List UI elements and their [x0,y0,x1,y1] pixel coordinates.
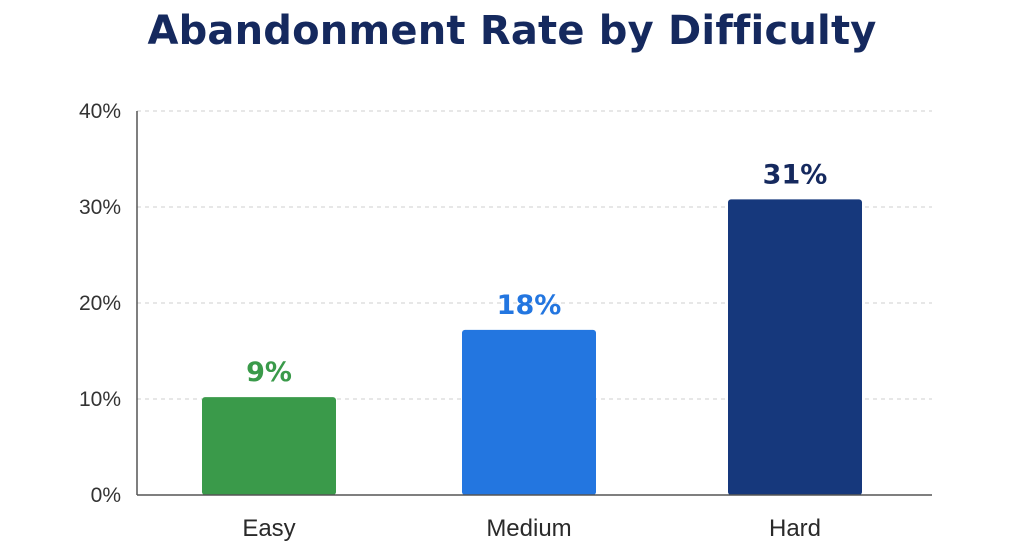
y-axis-ticks: 0% 10% 20% 30% 40% [79,100,121,507]
bar-hard [728,199,862,495]
x-axis-categories: Easy Medium Hard [242,515,821,542]
y-tick-label: 0% [91,484,121,507]
data-label-medium: 18% [497,290,562,321]
data-label-hard: 31% [763,159,828,190]
x-tick-label-hard: Hard [769,515,821,542]
bar-easy [202,397,336,495]
chart-title: Abandonment Rate by Difficulty [147,8,877,54]
bars [202,199,862,495]
y-tick-label: 20% [79,292,121,315]
data-labels: 9% 18% 31% [246,159,827,388]
x-tick-label-easy: Easy [242,515,295,542]
y-tick-label: 10% [79,388,121,411]
bar-medium [462,329,596,495]
x-tick-label-medium: Medium [486,515,571,542]
data-label-easy: 9% [246,357,292,388]
y-tick-label: 30% [79,196,121,219]
y-tick-label: 40% [79,100,121,123]
